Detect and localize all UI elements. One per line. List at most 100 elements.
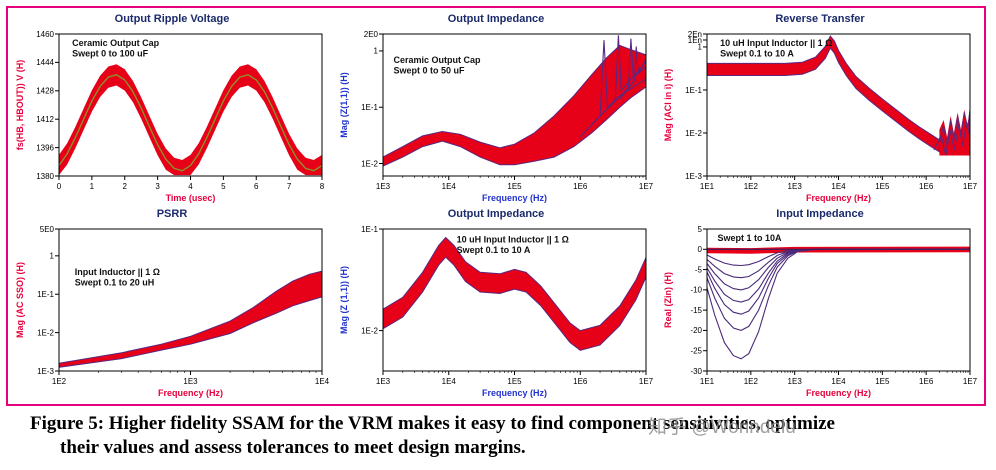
trace-line xyxy=(938,109,971,146)
x-tick-label: 1E4 xyxy=(831,182,846,191)
x-tick-label: 1E5 xyxy=(875,377,890,386)
x-axis-label: Frequency (Hz) xyxy=(158,388,223,398)
x-tick-label: 5 xyxy=(221,182,226,191)
x-tick-label: 1E6 xyxy=(573,182,588,191)
x-tick-label: 1E5 xyxy=(507,377,522,386)
y-tick-label: 1460 xyxy=(36,30,54,39)
subplot-psrr: PSRR 1E2 1E3 1E4 5E0 1 1E-1 1E-2 1E-3 Frequency … xyxy=(13,206,331,399)
x-tick-label: 1E2 xyxy=(744,377,759,386)
y-axis-label: Mag (AC SSO) (H) xyxy=(15,262,25,338)
annotation-text: Swept 1 to 10A xyxy=(718,233,783,243)
plot-canvas-output-impedance-bottom: 1E3 1E4 1E5 1E6 1E7 1E-1 1E-2 Frequency (Hz) Mag… xyxy=(339,225,654,398)
y-tick-label: 1444 xyxy=(36,58,54,67)
watermark: 知乎 @Worindelu xyxy=(648,417,796,438)
annotation-text: Swept 0.1 to 10 A xyxy=(457,245,531,255)
y-tick-label: 1 xyxy=(698,43,703,52)
y-tick-label: 1E-2 xyxy=(361,159,378,168)
annotation-text: 10 uH Input Inductor || 1 Ω xyxy=(720,38,832,48)
y-tick-label: 1412 xyxy=(36,115,54,124)
x-tick-label: 1E4 xyxy=(831,377,846,386)
plot-canvas-output-ripple-voltage: 0 1 2 3 4 5 6 7 8 1380 1396 1412 1428 1444 1460 Time (u… xyxy=(15,30,325,203)
x-tick-label: 1E5 xyxy=(507,182,522,191)
y-tick-label: 1En xyxy=(688,36,702,45)
x-tick-label: 1E7 xyxy=(639,182,654,191)
subplot-output-impedance-bottom: Output Impedance 1E3 1E4 1E5 1E6 1E7 1E-1 1E-2… xyxy=(337,206,655,399)
x-axis-label: Frequency (Hz) xyxy=(806,193,871,203)
y-axis-label: Mag (Z (1,1)) (H) xyxy=(339,266,349,334)
caption-line-2: their values and assess tolerances to me… xyxy=(60,437,526,459)
y-tick-label: 1380 xyxy=(36,172,54,181)
x-tick-label: 1E6 xyxy=(919,182,934,191)
x-tick-label: 4 xyxy=(188,182,193,191)
y-tick-label: 1428 xyxy=(36,87,54,96)
trace-line xyxy=(706,248,970,291)
x-tick-label: 1E1 xyxy=(700,182,715,191)
plot-title: Reverse Transfer xyxy=(775,13,865,25)
plot-canvas-output-impedance-top: 1E3 1E4 1E5 1E6 1E7 2E0 1 1E-1 1E-2 Frequency (Hz… xyxy=(339,30,654,203)
x-tick-label: 1 xyxy=(90,182,95,191)
x-axis-label: Frequency (Hz) xyxy=(806,388,871,398)
annotation-text: Swept 0.1 to 10 A xyxy=(720,48,794,58)
y-tick-label: 1E-2 xyxy=(361,326,378,335)
subplot-reverse-transfer: Reverse Transfer 1E1 1E2 1E3 1E4 1E5 1E6 1E7 2E… xyxy=(661,11,979,204)
y-tick-label: 1E-3 xyxy=(685,172,702,181)
y-tick-label: 1E-1 xyxy=(361,225,378,234)
y-tick-label: 1E-1 xyxy=(685,86,702,95)
annotation-text: Swept 0 to 50 uF xyxy=(394,65,466,75)
y-tick-label: 1E-2 xyxy=(685,129,702,138)
y-tick-label: 1E-3 xyxy=(37,367,54,376)
trace-line xyxy=(706,248,970,360)
subplot-input-impedance: Input Impedance 1E1 1E2 1E3 1E4 1E5 1E6 1E7 5 0 -… xyxy=(661,206,979,399)
x-tick-label: 1E2 xyxy=(52,377,67,386)
trace-band xyxy=(706,35,940,153)
y-axis-label: Real (Zin) (H) xyxy=(663,272,673,328)
plot-title: Output Impedance xyxy=(447,13,545,25)
y-tick-label: 5E0 xyxy=(40,225,55,234)
trace-line xyxy=(706,248,970,331)
trace-line xyxy=(933,121,971,156)
x-tick-label: 1E6 xyxy=(919,377,934,386)
x-axis-label: Frequency (Hz) xyxy=(482,193,547,203)
subplot-output-ripple-voltage: Output Ripple Voltage 0 1 2 3 4 5 6 7 8 1380 1396 1… xyxy=(13,11,331,204)
y-tick-label: 2En xyxy=(688,30,702,39)
annotation-text: 10 uH Input Inductor || 1 Ω xyxy=(457,234,569,244)
y-tick-label: -10 xyxy=(690,286,702,295)
x-tick-label: 1E3 xyxy=(376,182,391,191)
y-axis-label: Mag (Z(1,1)) (H) xyxy=(339,72,349,138)
x-tick-label: 1E1 xyxy=(700,377,715,386)
plot-canvas-psrr: 1E2 1E3 1E4 5E0 1 1E-1 1E-2 1E-3 Frequency (Hz) M… xyxy=(15,225,330,398)
x-tick-label: 8 xyxy=(320,182,325,191)
y-tick-label: -20 xyxy=(690,326,702,335)
y-tick-label: 1E-1 xyxy=(361,103,378,112)
annotation-text: Ceramic Output Cap xyxy=(394,55,482,65)
trace-line xyxy=(706,248,970,303)
y-tick-label: 1E-2 xyxy=(37,328,54,337)
subplot-output-impedance-top: Output Impedance 1E3 1E4 1E5 1E6 1E7 2E0 1 1E-1… xyxy=(337,11,655,204)
annotation-text: Ceramic Output Cap xyxy=(72,38,160,48)
trace-line xyxy=(706,248,970,315)
x-tick-label: 7 xyxy=(287,182,292,191)
x-tick-label: 1E6 xyxy=(573,377,588,386)
y-tick-label: 5 xyxy=(698,225,703,234)
x-tick-label: 1E7 xyxy=(963,182,978,191)
x-tick-label: 1E7 xyxy=(639,377,654,386)
x-tick-label: 6 xyxy=(254,182,259,191)
x-tick-label: 1E3 xyxy=(183,377,198,386)
plot-title: Input Impedance xyxy=(776,208,864,220)
trace-band xyxy=(707,246,970,254)
annotation-text: Swept 0.1 to 20 uH xyxy=(75,277,155,287)
x-tick-label: 1E3 xyxy=(376,377,391,386)
plot-canvas-input-impedance: 1E1 1E2 1E3 1E4 1E5 1E6 1E7 5 0 -5 -10 -15 -20 -25 -30… xyxy=(663,225,978,398)
trace-line xyxy=(619,46,647,100)
x-tick-label: 3 xyxy=(155,182,160,191)
figure-panel: Output Ripple Voltage 0 1 2 3 4 5 6 7 8 1380 1396 1… xyxy=(6,6,986,406)
trace-band xyxy=(59,64,322,176)
x-tick-label: 2 xyxy=(123,182,128,191)
y-tick-label: 1 xyxy=(374,47,379,56)
annotation-text: Swept 0 to 100 uF xyxy=(72,48,149,58)
x-tick-label: 0 xyxy=(57,182,62,191)
plot-title: Output Impedance xyxy=(447,208,545,220)
caption-line-1: Figure 5: Higher fidelity SSAM for the V… xyxy=(30,413,835,434)
y-tick-label: -5 xyxy=(695,265,703,274)
y-axis-label: Mag (ACI in i) (H) xyxy=(663,69,673,142)
